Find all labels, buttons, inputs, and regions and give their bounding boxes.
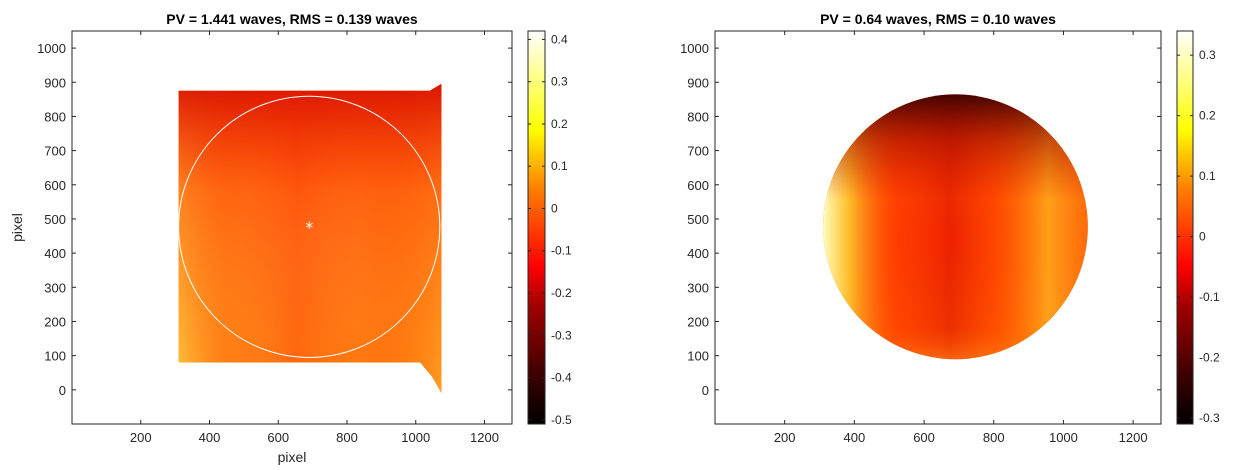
aperture-circle bbox=[178, 95, 441, 358]
axes-box bbox=[714, 30, 1162, 425]
wavefront-top-shading bbox=[178, 83, 442, 394]
x-tick-label: 1000 bbox=[1049, 430, 1078, 445]
colorbar-tick-label: -0.1 bbox=[551, 244, 572, 258]
y-tick-label: 400 bbox=[687, 246, 709, 261]
y-tick-label: 600 bbox=[44, 178, 66, 193]
colorbar-tick-label: -0.2 bbox=[1199, 350, 1220, 364]
y-tick-label: 900 bbox=[687, 75, 709, 90]
colorbar-tick-label: 0.1 bbox=[551, 159, 568, 173]
colorbar-tick-label: -0.2 bbox=[551, 286, 572, 300]
x-tick-label: 1000 bbox=[401, 430, 430, 445]
colorbar-tick-label: -0.3 bbox=[551, 328, 572, 342]
wavefront-panel-2: PV = 0.64 waves, RMS = 0.10 waves 200 400 6… bbox=[680, 11, 1220, 445]
colorbar bbox=[527, 30, 546, 425]
y-tick-label: 500 bbox=[44, 212, 66, 227]
x-tick-label: 600 bbox=[913, 430, 935, 445]
x-tick-label: 400 bbox=[844, 430, 866, 445]
colorbar-tick-label: 0.1 bbox=[1199, 169, 1216, 183]
colorbar-tick-label: 0 bbox=[551, 201, 558, 215]
x-tick-label: 400 bbox=[199, 430, 221, 445]
y-tick-label: 1000 bbox=[37, 41, 66, 56]
colorbar-tick-label: 0 bbox=[1199, 230, 1206, 244]
y-tick-label: 500 bbox=[687, 212, 709, 227]
y-tick-label: 300 bbox=[44, 280, 66, 295]
plot-area: * bbox=[178, 83, 442, 394]
colorbar-tick-label: -0.5 bbox=[551, 413, 572, 427]
x-tick-label: 200 bbox=[774, 430, 796, 445]
y-tick-label: 0 bbox=[702, 383, 709, 398]
y-tick-label: 100 bbox=[44, 349, 66, 364]
y-tick-label: 700 bbox=[44, 144, 66, 159]
colorbar bbox=[1176, 30, 1194, 425]
colorbar-tick-label: -0.4 bbox=[551, 371, 572, 385]
y-tick-label: 800 bbox=[687, 109, 709, 124]
y-tick-label: 800 bbox=[44, 109, 66, 124]
colorbar-tick-label: 0.2 bbox=[551, 117, 568, 131]
chart-title: PV = 1.441 waves, RMS = 0.139 waves bbox=[166, 11, 418, 27]
x-tick-label: 800 bbox=[983, 430, 1005, 445]
colorbar-tick-label: 0.2 bbox=[1199, 109, 1216, 123]
y-tick-label: 300 bbox=[687, 280, 709, 295]
x-tick-label: 1200 bbox=[470, 430, 499, 445]
wavefront-top-shading bbox=[823, 94, 1088, 360]
center-marker: * bbox=[305, 218, 313, 237]
plot-area bbox=[823, 94, 1088, 360]
y-tick-label: 700 bbox=[687, 144, 709, 159]
y-tick-label: 200 bbox=[44, 314, 66, 329]
colorbar-tick-label: -0.3 bbox=[1199, 411, 1220, 425]
x-tick-label: 200 bbox=[130, 430, 152, 445]
y-axis-label: pixel bbox=[9, 213, 25, 242]
wavefront-panel-1: PV = 1.441 waves, RMS = 0.139 waves * 200 4… bbox=[9, 11, 572, 465]
y-tick-label: 1000 bbox=[680, 41, 709, 56]
y-tick-label: 200 bbox=[687, 314, 709, 329]
y-tick-label: 0 bbox=[59, 383, 66, 398]
y-tick-label: 600 bbox=[687, 178, 709, 193]
y-tick-label: 100 bbox=[687, 349, 709, 364]
colorbar-tick-label: 0.3 bbox=[551, 75, 568, 89]
y-tick-label: 400 bbox=[44, 246, 66, 261]
colorbar-tick-label: 0.4 bbox=[551, 32, 568, 46]
axes-box bbox=[71, 30, 513, 425]
x-tick-label: 600 bbox=[267, 430, 289, 445]
y-tick-label: 900 bbox=[44, 75, 66, 90]
x-axis-label: pixel bbox=[278, 449, 307, 465]
x-tick-label: 1200 bbox=[1119, 430, 1148, 445]
x-tick-label: 800 bbox=[336, 430, 358, 445]
colorbar-tick-label: 0.3 bbox=[1199, 48, 1216, 62]
chart-title: PV = 0.64 waves, RMS = 0.10 waves bbox=[820, 11, 1056, 27]
colorbar-tick-label: -0.1 bbox=[1199, 290, 1220, 304]
